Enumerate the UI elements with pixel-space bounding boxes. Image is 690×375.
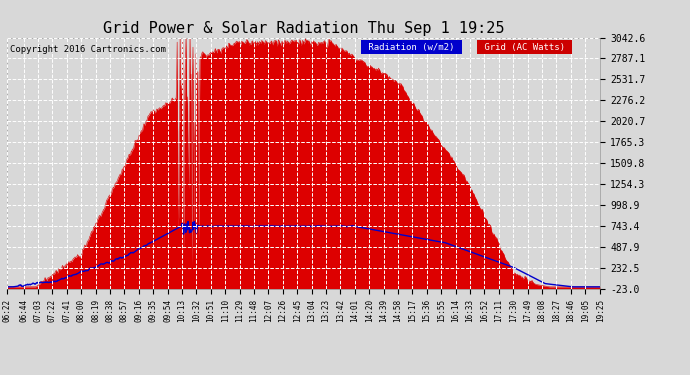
Text: Radiation (w/m2): Radiation (w/m2) [363,42,460,51]
Title: Grid Power & Solar Radiation Thu Sep 1 19:25: Grid Power & Solar Radiation Thu Sep 1 1… [103,21,504,36]
Text: Grid (AC Watts): Grid (AC Watts) [479,42,570,51]
Text: Copyright 2016 Cartronics.com: Copyright 2016 Cartronics.com [10,45,166,54]
